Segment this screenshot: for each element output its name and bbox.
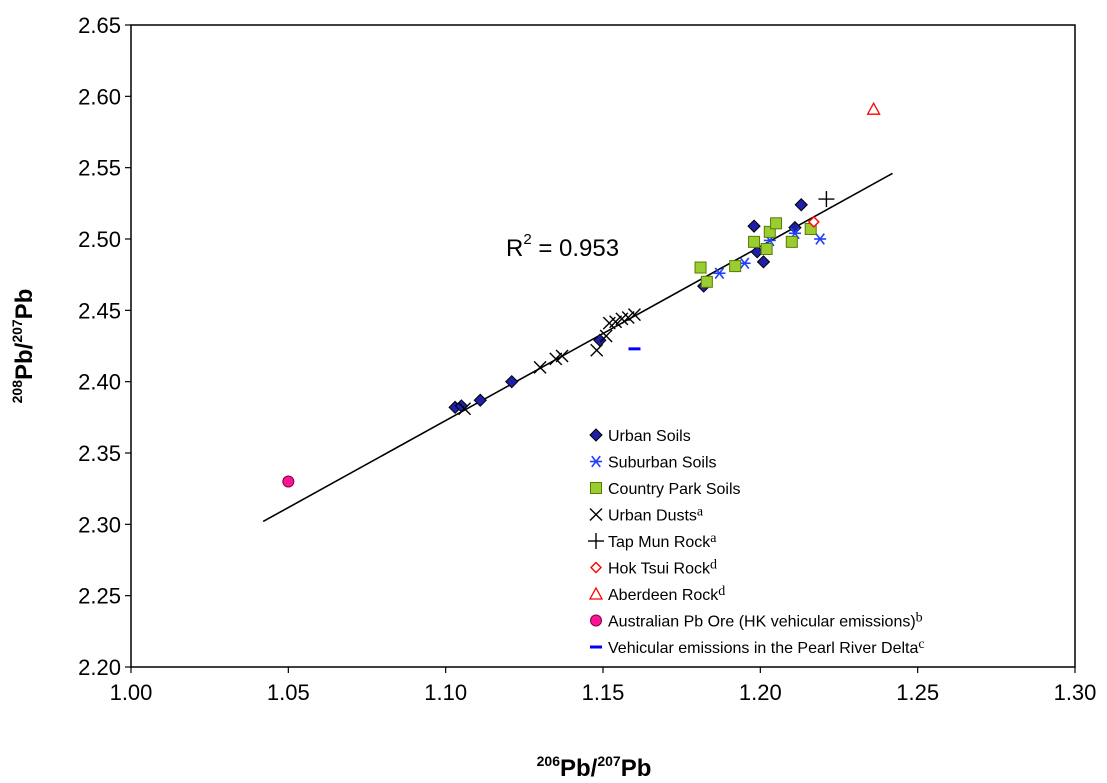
data-point xyxy=(609,315,623,329)
legend-item: Urban Dustsa xyxy=(589,505,704,525)
data-point xyxy=(814,233,827,245)
x-tick-label: 1.05 xyxy=(267,680,310,705)
data-point xyxy=(505,374,519,389)
data-point xyxy=(748,235,761,248)
data-point xyxy=(770,217,783,230)
series-7 xyxy=(282,475,295,488)
y-tick-label: 2.20 xyxy=(78,655,121,680)
legend-marker xyxy=(589,428,603,442)
y-tick-label: 2.35 xyxy=(78,441,121,466)
legend-marker xyxy=(590,455,602,468)
legend-marker xyxy=(588,586,604,600)
data-point xyxy=(599,329,613,343)
legend-item: Vehicular emissions in the Pearl River D… xyxy=(590,637,925,657)
data-point xyxy=(555,349,569,363)
r-squared-annotation: R2 = 0.953 xyxy=(506,231,619,262)
y-tick-label: 2.55 xyxy=(78,156,121,181)
legend-marker xyxy=(590,561,602,574)
legend-label: Tap Mun Rocka xyxy=(608,531,717,551)
data-point xyxy=(807,215,820,228)
legend-item: Australian Pb Ore (HK vehicular emission… xyxy=(590,611,923,631)
legend-item: Suburban Soils xyxy=(590,455,717,472)
data-point xyxy=(729,260,742,273)
legend-item: Country Park Soils xyxy=(590,481,741,498)
legend-marker xyxy=(588,533,604,549)
x-tick-label: 1.15 xyxy=(582,680,625,705)
data-point xyxy=(818,191,835,208)
y-tick-label: 2.45 xyxy=(78,298,121,323)
data-point xyxy=(713,267,726,280)
data-point xyxy=(621,310,635,324)
plot-area xyxy=(130,24,1076,668)
legend-marker xyxy=(590,482,602,494)
x-tick-label: 1.00 xyxy=(110,680,153,705)
series-4 xyxy=(818,191,835,208)
x-axis-title: 206Pb/207Pb xyxy=(537,753,652,782)
legend-item: Urban Soils xyxy=(589,428,691,445)
data-point xyxy=(700,275,713,288)
series-3 xyxy=(458,308,641,416)
legend-item: Hok Tsui Rockd xyxy=(590,558,717,578)
legend-item: Aberdeen Rockd xyxy=(588,584,725,604)
data-point xyxy=(590,343,604,357)
legend-label: Country Park Soils xyxy=(608,481,741,498)
data-point xyxy=(627,308,641,322)
legend-label: Urban Dustsa xyxy=(608,505,704,525)
x-tick-label: 1.25 xyxy=(896,680,939,705)
data-point xyxy=(756,255,771,269)
legend-item: Tap Mun Rocka xyxy=(588,531,717,551)
x-tick-label: 1.20 xyxy=(739,680,782,705)
trendline xyxy=(262,172,893,523)
data-point xyxy=(866,101,881,115)
y-tick-label: 2.30 xyxy=(78,512,121,537)
data-point xyxy=(794,198,808,212)
data-point xyxy=(282,475,295,488)
legend-label: Hok Tsui Rockd xyxy=(608,558,717,578)
data-point xyxy=(694,261,707,274)
series-5 xyxy=(807,215,820,228)
legend-label: Australian Pb Ore (HK vehicular emission… xyxy=(608,611,923,631)
y-tick-label: 2.65 xyxy=(78,13,121,38)
legend: Urban Soils Suburban Soils Country Park So… xyxy=(588,428,925,657)
data-point xyxy=(549,352,563,366)
data-point xyxy=(473,393,487,407)
x-tick-label: 1.30 xyxy=(1054,680,1097,705)
data-point xyxy=(760,242,773,255)
y-tick-label: 2.60 xyxy=(78,84,121,109)
y-tick-label: 2.50 xyxy=(78,227,121,252)
x-tick-label: 1.10 xyxy=(424,680,467,705)
legend-marker xyxy=(589,508,603,521)
data-point xyxy=(533,360,547,374)
data-point xyxy=(785,235,798,248)
legend-label: Urban Soils xyxy=(608,428,691,445)
y-tick-label: 2.25 xyxy=(78,584,121,609)
data-point xyxy=(747,219,761,233)
legend-label: Suburban Soils xyxy=(608,455,717,472)
y-axis-title: 208Pb/207Pb xyxy=(9,289,38,404)
y-tick-label: 2.40 xyxy=(78,370,121,395)
series-6 xyxy=(866,101,881,115)
legend-marker xyxy=(590,614,602,627)
legend-label: Aberdeen Rockd xyxy=(608,584,725,604)
data-point xyxy=(763,225,776,238)
legend-label: Vehicular emissions in the Pearl River D… xyxy=(608,637,925,657)
data-point xyxy=(458,402,472,416)
